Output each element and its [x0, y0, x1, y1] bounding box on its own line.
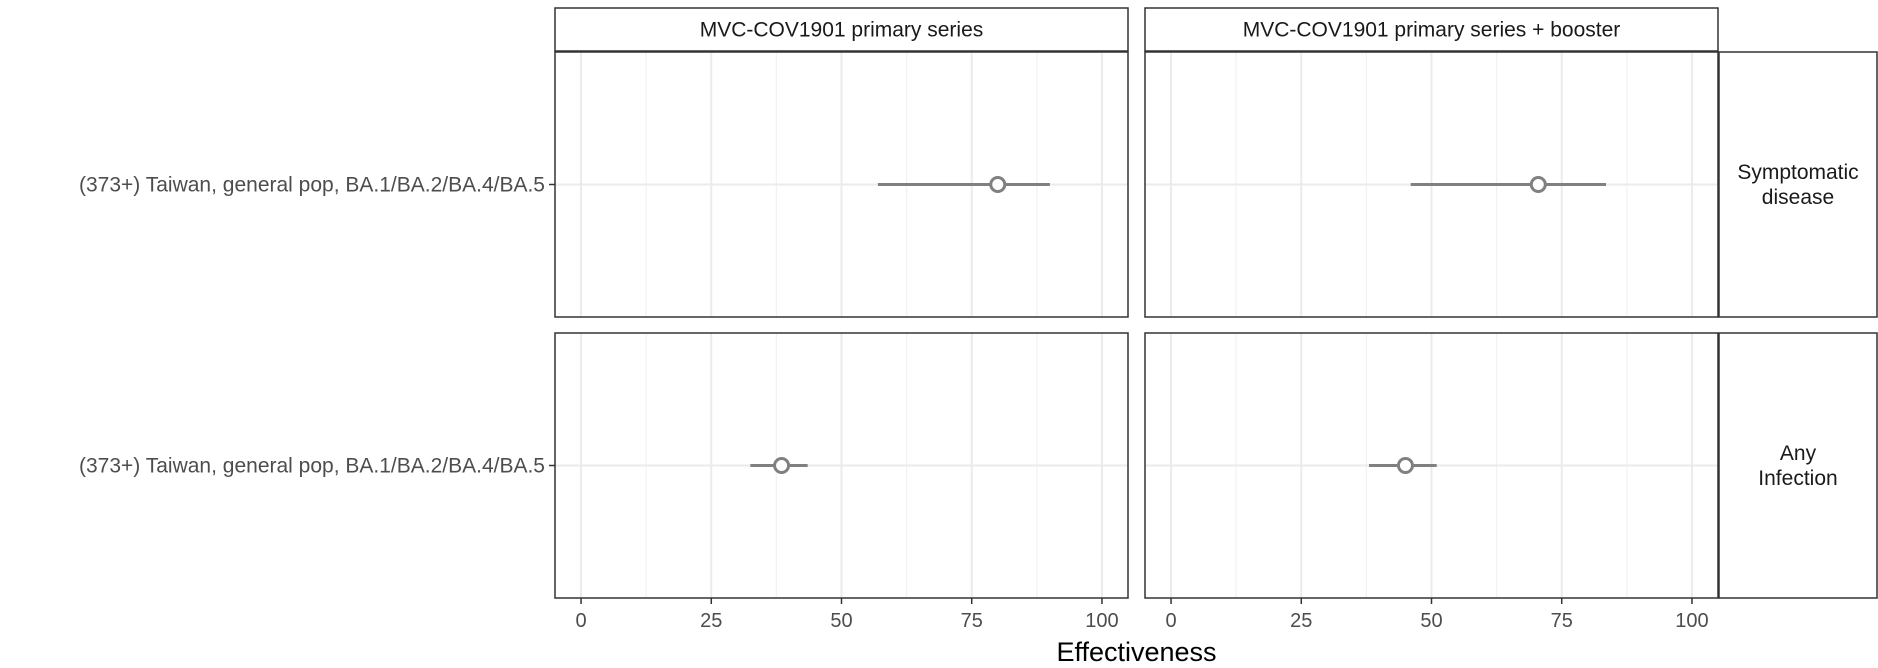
panel-border	[1144, 51, 1719, 318]
panel	[554, 51, 1129, 318]
column-strip-label: MVC-COV1901 primary series	[700, 19, 984, 42]
panel	[1144, 332, 1719, 599]
panel	[1144, 51, 1719, 318]
x-tick-label: 50	[1420, 610, 1442, 632]
x-tick-label: 50	[830, 610, 852, 632]
x-tick-label: 75	[1551, 610, 1573, 632]
row-strip	[1718, 332, 1878, 599]
x-tick-label: 25	[700, 610, 722, 632]
x-tick-label: 100	[1085, 610, 1118, 632]
point-estimate	[1396, 457, 1414, 474]
panel	[554, 332, 1129, 599]
x-tick-label: 75	[961, 610, 983, 632]
x-tick-label: 25	[1290, 610, 1312, 632]
column-strip	[1144, 7, 1719, 52]
x-axis-title: Effectiveness	[1056, 637, 1216, 667]
row-strip-label: disease	[1762, 186, 1834, 209]
y-tick-label: (373+) Taiwan, general pop, BA.1/BA.2/BA…	[79, 174, 545, 197]
column-strip	[554, 7, 1129, 52]
point-estimate	[989, 176, 1007, 193]
row-strip	[1718, 51, 1878, 318]
column-strip-label: MVC-COV1901 primary series + booster	[1243, 19, 1621, 42]
point-estimate	[1529, 176, 1547, 193]
row-strip-label: Symptomatic	[1737, 161, 1858, 184]
x-tick-label: 0	[1165, 610, 1176, 632]
x-tick-label: 0	[575, 610, 586, 632]
x-tick-label: 100	[1675, 610, 1708, 632]
y-tick-label: (373+) Taiwan, general pop, BA.1/BA.2/BA…	[79, 455, 545, 478]
point-estimate	[773, 457, 791, 474]
row-strip-label: Any	[1780, 442, 1817, 465]
row-strip-label: Infection	[1758, 467, 1837, 490]
